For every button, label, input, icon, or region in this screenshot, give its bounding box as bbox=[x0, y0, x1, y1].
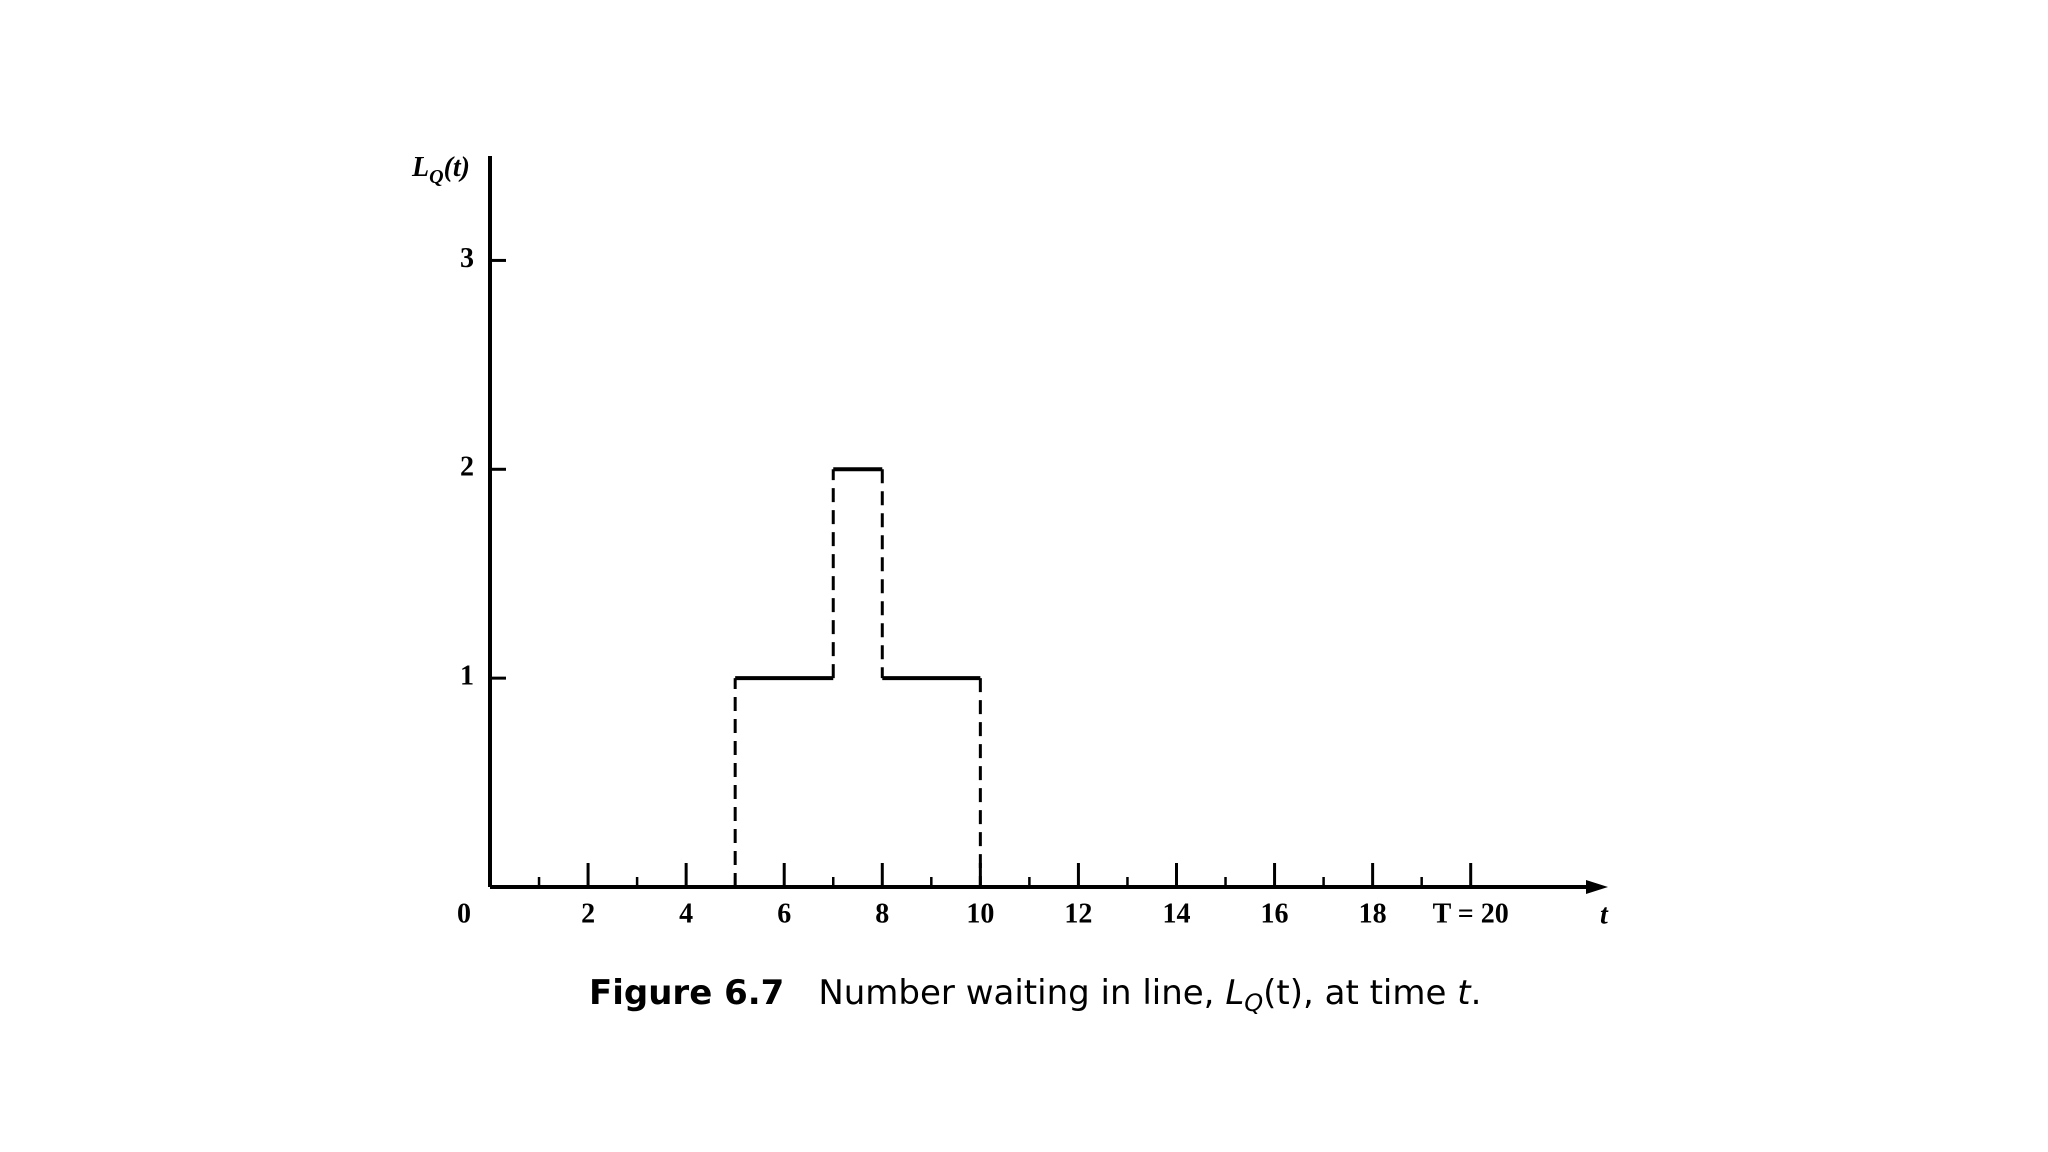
y-label-sub: Q bbox=[429, 166, 443, 188]
x-tick-label: 0 bbox=[457, 898, 471, 929]
x-axis-label: t bbox=[1600, 899, 1609, 930]
caption-sub: Q bbox=[1244, 989, 1263, 1017]
x-tick-label: 10 bbox=[966, 898, 994, 929]
x-tick-label: 4 bbox=[679, 898, 693, 929]
caption-after: (t), at time bbox=[1263, 973, 1457, 1013]
caption-sym: L bbox=[1225, 973, 1244, 1013]
caption-text: Number waiting in line, bbox=[818, 973, 1225, 1013]
x-tick-label: 12 bbox=[1064, 898, 1092, 929]
y-tick-label: 2 bbox=[460, 452, 474, 483]
x-tick-label: 14 bbox=[1162, 898, 1190, 929]
x-tick-label: 6 bbox=[777, 898, 791, 929]
x-tick-label: 8 bbox=[875, 898, 889, 929]
caption-var: t bbox=[1457, 973, 1472, 1013]
caption: Figure 6.7 Number waiting in line, LQ(t),… bbox=[589, 973, 1481, 1018]
x-tick-label: 16 bbox=[1261, 898, 1289, 929]
y-label-rest: (t) bbox=[444, 152, 470, 183]
y-tick-label: 1 bbox=[460, 661, 474, 692]
y-axis-label: LQ(t) bbox=[411, 152, 470, 187]
caption-end: . bbox=[1471, 973, 1482, 1013]
caption-label: Figure 6.7 bbox=[589, 973, 784, 1013]
y-label-main: L bbox=[411, 152, 429, 183]
x-tick-label: 2 bbox=[581, 898, 595, 929]
x-tick-label: T = 20 bbox=[1433, 898, 1509, 929]
x-tick-label: 18 bbox=[1359, 898, 1387, 929]
y-tick-label: 3 bbox=[460, 243, 474, 274]
x-axis-arrow bbox=[1586, 880, 1608, 894]
